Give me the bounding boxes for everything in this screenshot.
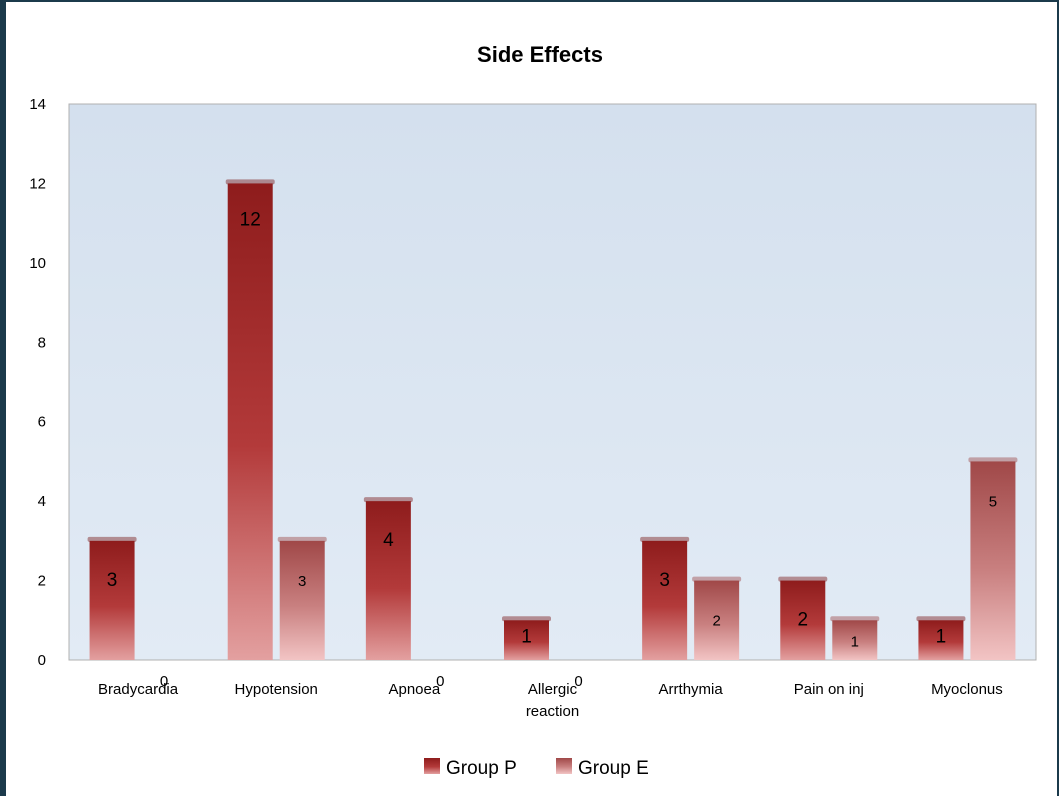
data-label: 3 [298, 573, 306, 590]
plot-area [68, 103, 1037, 661]
category-label: reaction [526, 703, 579, 720]
y-tick-label: 12 [29, 175, 46, 192]
x-axis: Bradycardia Hypotension Apnoea Allergic reac… [98, 681, 1003, 720]
bar-shadow [225, 179, 275, 185]
legend-label: Group P [446, 758, 517, 779]
y-tick-label: 14 [29, 96, 46, 113]
bar-shadow [778, 576, 828, 582]
legend-label: Group E [578, 758, 649, 779]
data-label: 3 [107, 570, 118, 591]
bar-group-e [279, 540, 325, 660]
bar-group-p [504, 620, 549, 660]
y-tick-label: 4 [38, 493, 46, 510]
category-label: Allergic [528, 681, 578, 698]
y-tick-label: 0 [38, 652, 46, 669]
category-label: Bradycardia [98, 681, 179, 698]
bar-shadow [830, 616, 880, 622]
bar-shadow [277, 536, 327, 542]
bar-group-p [918, 620, 964, 660]
data-label: 0 [160, 673, 168, 690]
bar-group-p [642, 540, 688, 660]
bar-shadow [968, 457, 1018, 463]
bars-group [87, 179, 1018, 660]
bar-shadow [640, 536, 690, 542]
bar-group-p [227, 183, 273, 660]
y-tick-label: 8 [38, 334, 46, 351]
data-label: 2 [712, 613, 720, 630]
bar-group-p [780, 580, 826, 660]
data-label: 12 [240, 209, 261, 230]
legend: Group P Group E [424, 758, 649, 779]
data-label: 2 [797, 610, 808, 631]
bar-shadow [363, 497, 413, 503]
y-axis: 0 2 4 6 8 10 12 14 [29, 96, 46, 669]
bar-group-p [365, 501, 411, 660]
category-label: Arrthymia [659, 681, 724, 698]
category-label: Hypotension [235, 681, 318, 698]
y-tick-label: 10 [29, 255, 46, 272]
category-label: Pain on inj [794, 681, 864, 698]
bar-shadow [692, 576, 742, 582]
legend-swatch [556, 758, 572, 774]
bar-group-e [832, 620, 878, 660]
bar-shadow [916, 616, 966, 622]
category-label: Apnoea [388, 681, 440, 698]
data-label: 4 [383, 530, 394, 551]
category-label: Myoclonus [931, 681, 1003, 698]
bar-shadow [87, 536, 137, 542]
bar-shadow [502, 616, 551, 622]
data-label: 0 [574, 673, 582, 690]
chart-title: Side Effects [477, 42, 603, 67]
bar-group-e [694, 580, 740, 660]
data-label: 1 [936, 626, 947, 647]
data-label: 1 [851, 633, 859, 650]
legend-swatch [424, 758, 440, 774]
y-tick-label: 6 [38, 414, 46, 431]
data-label: 3 [659, 570, 670, 591]
y-tick-label: 2 [38, 573, 46, 590]
bar-group-e [970, 461, 1016, 660]
data-label: 5 [989, 493, 997, 510]
data-labels-group: 3 0 12 3 4 0 1 0 3 2 2 1 1 5 [107, 209, 997, 690]
data-label: 1 [521, 626, 532, 647]
data-label: 0 [436, 673, 444, 690]
bar-group-p [89, 540, 135, 660]
